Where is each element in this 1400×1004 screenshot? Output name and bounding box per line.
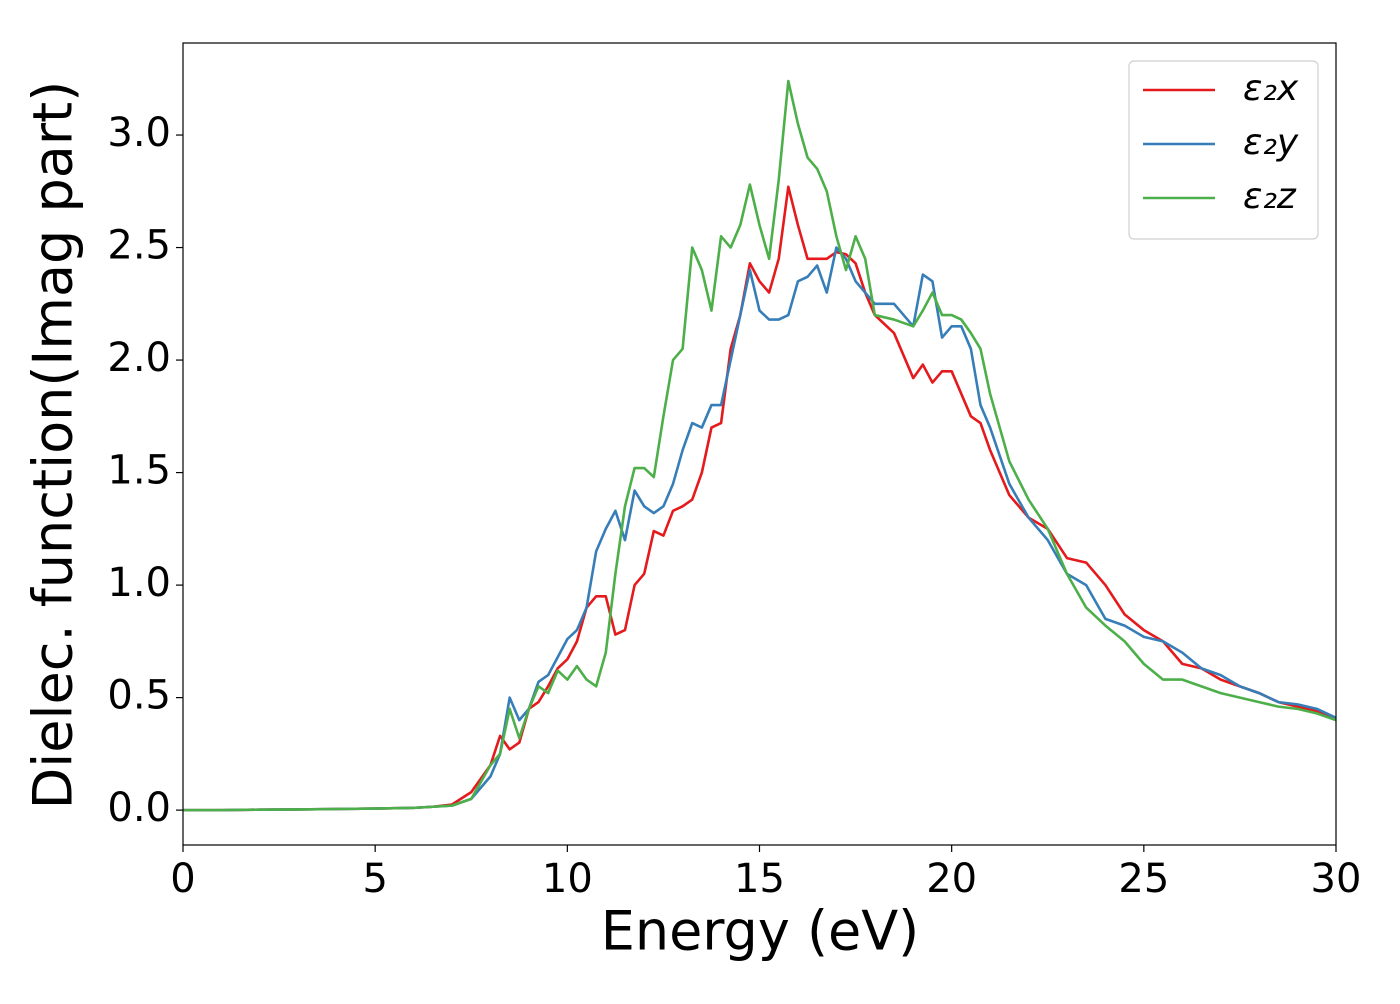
- plot-frame: [182, 42, 1337, 846]
- x-axis-label: Energy (eV): [601, 900, 920, 963]
- legend-label: ε₂x: [1243, 68, 1299, 109]
- y-tick-label: 1.5: [107, 448, 171, 494]
- y-axis-label: Dielec. function(Imag part): [22, 81, 85, 810]
- x-tick-label: 0: [170, 856, 195, 902]
- legend-box: [1128, 60, 1319, 240]
- y-tick-label: 2.0: [107, 335, 171, 381]
- x-tick-label: 25: [1118, 856, 1169, 902]
- y-tick-label: 0.0: [107, 785, 171, 831]
- x-tick-label: 5: [362, 856, 387, 902]
- y-tick-label: 3.0: [107, 110, 171, 156]
- line-series: [183, 79, 1337, 812]
- x-tick-label: 10: [542, 856, 593, 902]
- y-tick-label: 1.0: [107, 560, 171, 606]
- legend-label: ε₂z: [1243, 176, 1297, 217]
- x-tick-label: 30: [1311, 856, 1362, 902]
- x-tick-label: 20: [926, 856, 977, 902]
- line-series: [183, 185, 1337, 812]
- x-tick-label: 15: [734, 856, 785, 902]
- legend-label: ε₂y: [1243, 122, 1299, 163]
- y-tick-label: 0.5: [107, 673, 171, 719]
- line-series: [183, 246, 1337, 812]
- y-tick-label: 2.5: [107, 223, 171, 269]
